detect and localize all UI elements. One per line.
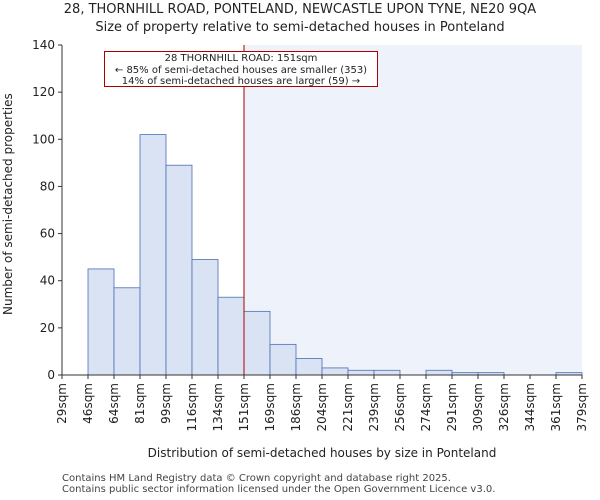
bar (139, 134, 167, 376)
bar (321, 367, 349, 376)
x-tick-label: 29sqm (55, 383, 69, 424)
y-tick-label: 0 (47, 368, 55, 382)
x-tick-label: 344sqm (523, 383, 537, 431)
x-tick-label: 309sqm (471, 383, 485, 431)
bar (425, 369, 453, 376)
y-tick-label: 40 (40, 274, 55, 288)
annotation-line1: 28 THORNHILL ROAD: 151sqm (164, 53, 318, 64)
bar (165, 164, 193, 376)
y-tick-label: 100 (32, 132, 55, 146)
bar (87, 268, 115, 376)
x-tick-label: 239sqm (367, 383, 381, 431)
bar (243, 310, 271, 376)
x-tick-label: 379sqm (575, 383, 589, 431)
chart-title-line2: Size of property relative to semi-detach… (95, 20, 505, 35)
x-tick-label: 221sqm (341, 383, 355, 431)
highlight-region (244, 45, 582, 375)
x-tick-label: 81sqm (133, 383, 147, 424)
y-tick-label: 20 (40, 321, 55, 335)
annotation-line2: ← 85% of semi-detached houses are smalle… (114, 64, 368, 76)
x-tick-label: 256sqm (393, 383, 407, 431)
x-tick-label: 99sqm (159, 383, 173, 424)
annotation-box: 28 THORNHILL ROAD: 151sqm ← 85% of semi-… (104, 51, 378, 87)
x-tick-label: 64sqm (107, 383, 121, 424)
bar (113, 287, 141, 376)
x-tick-label: 274sqm (419, 383, 433, 431)
bar (373, 369, 401, 376)
x-tick-label: 151sqm (237, 383, 251, 431)
bar (217, 296, 245, 376)
bar (191, 259, 219, 376)
x-tick-label: 134sqm (211, 383, 225, 431)
x-tick-label: 186sqm (289, 383, 303, 431)
x-tick-label: 169sqm (263, 383, 277, 431)
y-tick-label: 120 (32, 85, 55, 99)
footer-line1: Contains HM Land Registry data © Crown c… (62, 473, 451, 484)
bar (295, 358, 323, 376)
chart-title-line1: 28, THORNHILL ROAD, PONTELAND, NEWCASTLE… (63, 2, 537, 17)
x-tick-label: 291sqm (445, 383, 459, 431)
y-axis-label: Number of semi-detached properties (1, 93, 15, 315)
x-tick-label: 46sqm (81, 383, 95, 424)
x-tick-label: 361sqm (549, 383, 563, 431)
x-tick-label: 204sqm (315, 383, 329, 431)
y-tick-label: 80 (40, 179, 55, 193)
x-tick-label: 326sqm (497, 383, 511, 431)
bar (269, 343, 297, 376)
x-tick-label: 116sqm (185, 383, 199, 431)
footer-line2: Contains public sector information licen… (62, 484, 496, 495)
annotation-line3: 14% of semi-detached houses are larger (… (121, 76, 361, 87)
y-tick-label: 60 (40, 227, 55, 241)
bar (347, 369, 375, 376)
y-tick-label: 140 (32, 38, 55, 52)
x-axis-label: Distribution of semi-detached houses by … (147, 446, 497, 460)
